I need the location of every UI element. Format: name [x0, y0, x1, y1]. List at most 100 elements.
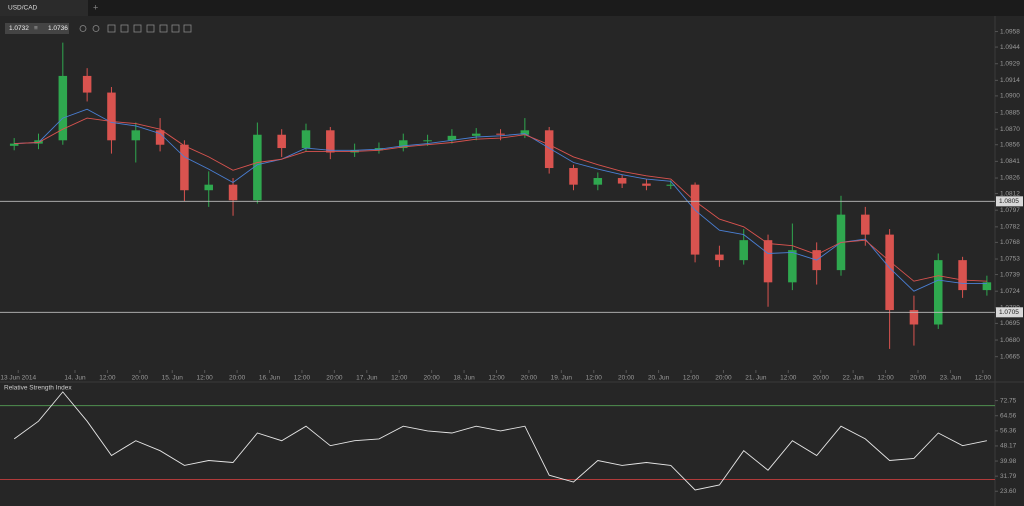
x-tick-label: 23. Jun [940, 375, 962, 382]
tool[interactable] [133, 24, 142, 33]
y-tick-label: 1.0680 [1000, 337, 1020, 344]
x-tick-label: 12:00 [488, 375, 505, 382]
candle-body [885, 234, 894, 311]
y-tick-label: 1.0768 [1000, 239, 1020, 246]
y-tick-label: 1.0724 [1000, 288, 1020, 295]
add-tab[interactable]: + [93, 2, 98, 12]
candle-body [909, 310, 919, 325]
candle-body [763, 240, 773, 283]
candle-body [131, 130, 141, 141]
x-tick-label: 20:00 [132, 375, 149, 382]
x-tick-label: 20:00 [910, 375, 927, 382]
quote-box [5, 23, 69, 34]
y-tick-label: 1.0870 [1000, 126, 1020, 133]
tool[interactable] [146, 24, 155, 33]
x-tick-label: 12:00 [975, 375, 992, 382]
y-tick-label: 1.0665 [1000, 353, 1020, 360]
y-tick-label: 39.98 [1000, 458, 1017, 465]
y-tick-label: 1.0856 [1000, 141, 1020, 148]
x-tick-label: 21. Jun [745, 375, 767, 382]
toolbar [79, 24, 192, 33]
x-tick-label: 12:00 [780, 375, 797, 382]
y-tick-label: 1.0695 [1000, 320, 1020, 327]
candle-body [277, 134, 286, 149]
y-tick-label: 1.0958 [1000, 28, 1020, 35]
y-tick-label: 1.0841 [1000, 158, 1020, 165]
price-label: 1.0705 [999, 309, 1019, 316]
tool[interactable] [107, 24, 116, 33]
tool[interactable] [159, 24, 168, 33]
candle-body [58, 75, 68, 141]
rsi-title: Relative Strength Index [4, 385, 72, 392]
x-tick-label: 20:00 [618, 375, 635, 382]
tool[interactable] [171, 24, 180, 33]
candle-body [715, 254, 724, 261]
x-tick-label: 20:00 [423, 375, 440, 382]
price-label-box [996, 196, 1023, 207]
y-tick-label: 1.0812 [1000, 190, 1020, 197]
candle-body [569, 168, 578, 185]
candle-body [301, 130, 311, 149]
y-tick-label: 56.36 [1000, 428, 1017, 435]
candle-body [399, 140, 408, 149]
y-tick-label: 48.17 [1000, 443, 1017, 450]
candle-body [496, 133, 505, 135]
candle-body [593, 178, 603, 185]
x-tick-label: 20:00 [229, 375, 246, 382]
bid: 1.0732 [9, 25, 29, 32]
y-tick-label: 64.56 [1000, 412, 1017, 419]
y-tick-label: 31.79 [1000, 473, 1017, 480]
x-tick-label: 12:00 [99, 375, 116, 382]
x-tick-label: 14. Jun [64, 375, 86, 382]
candle-body [253, 134, 262, 201]
candle-body [982, 282, 992, 291]
candle-body [690, 184, 700, 255]
x-tick-label: 12:00 [391, 375, 408, 382]
candle-body [423, 140, 432, 142]
candle-body [228, 184, 238, 201]
candle-body [666, 184, 676, 186]
tool[interactable] [183, 24, 192, 33]
candle-body [861, 214, 870, 235]
candle-body [9, 143, 19, 146]
x-tick-label: 22. Jun [842, 375, 864, 382]
price-label-box [996, 307, 1023, 318]
ask: 1.0736 [48, 25, 68, 32]
x-tick-label: 12:00 [877, 375, 894, 382]
y-tick-label: 1.0885 [1000, 109, 1020, 116]
zoom-out[interactable] [92, 25, 100, 32]
candle-body [544, 130, 554, 169]
zoom-in[interactable] [79, 25, 87, 32]
candle-body [958, 260, 967, 291]
x-tick-label: 12:00 [586, 375, 603, 382]
candle-body [180, 144, 189, 191]
x-tick-label: 19. Jun [551, 375, 573, 382]
x-tick-label: 20. Jun [648, 375, 670, 382]
y-tick-label: 1.0826 [1000, 175, 1020, 182]
y-tick-label: 1.0900 [1000, 93, 1020, 100]
x-tick-label: 18. Jun [453, 375, 475, 382]
tab[interactable] [0, 0, 88, 16]
y-tick-label: 1.0753 [1000, 256, 1020, 263]
x-tick-label: 20:00 [813, 375, 830, 382]
x-tick-label: 12:00 [294, 375, 311, 382]
candle-body [739, 240, 748, 261]
tool[interactable] [120, 24, 129, 33]
x-tick-label: 12:00 [683, 375, 700, 382]
rsi-line [13, 391, 987, 491]
x-tick-label: 16. Jun [259, 375, 281, 382]
x-tick-label: 20:00 [715, 375, 732, 382]
candle-body [326, 130, 335, 153]
candle-body [82, 75, 92, 93]
y-tick-label: 23.60 [1000, 488, 1017, 495]
x-tick-label: 20:00 [326, 375, 343, 382]
tab-bar [0, 0, 1024, 16]
tab-label[interactable]: USD/CAD [8, 5, 38, 12]
candle-body [642, 183, 651, 186]
y-tick-label: 72.75 [1000, 397, 1017, 404]
x-tick-label: 15. Jun [162, 375, 184, 382]
candle-body [107, 92, 116, 141]
y-tick-label: 1.0739 [1000, 271, 1020, 278]
